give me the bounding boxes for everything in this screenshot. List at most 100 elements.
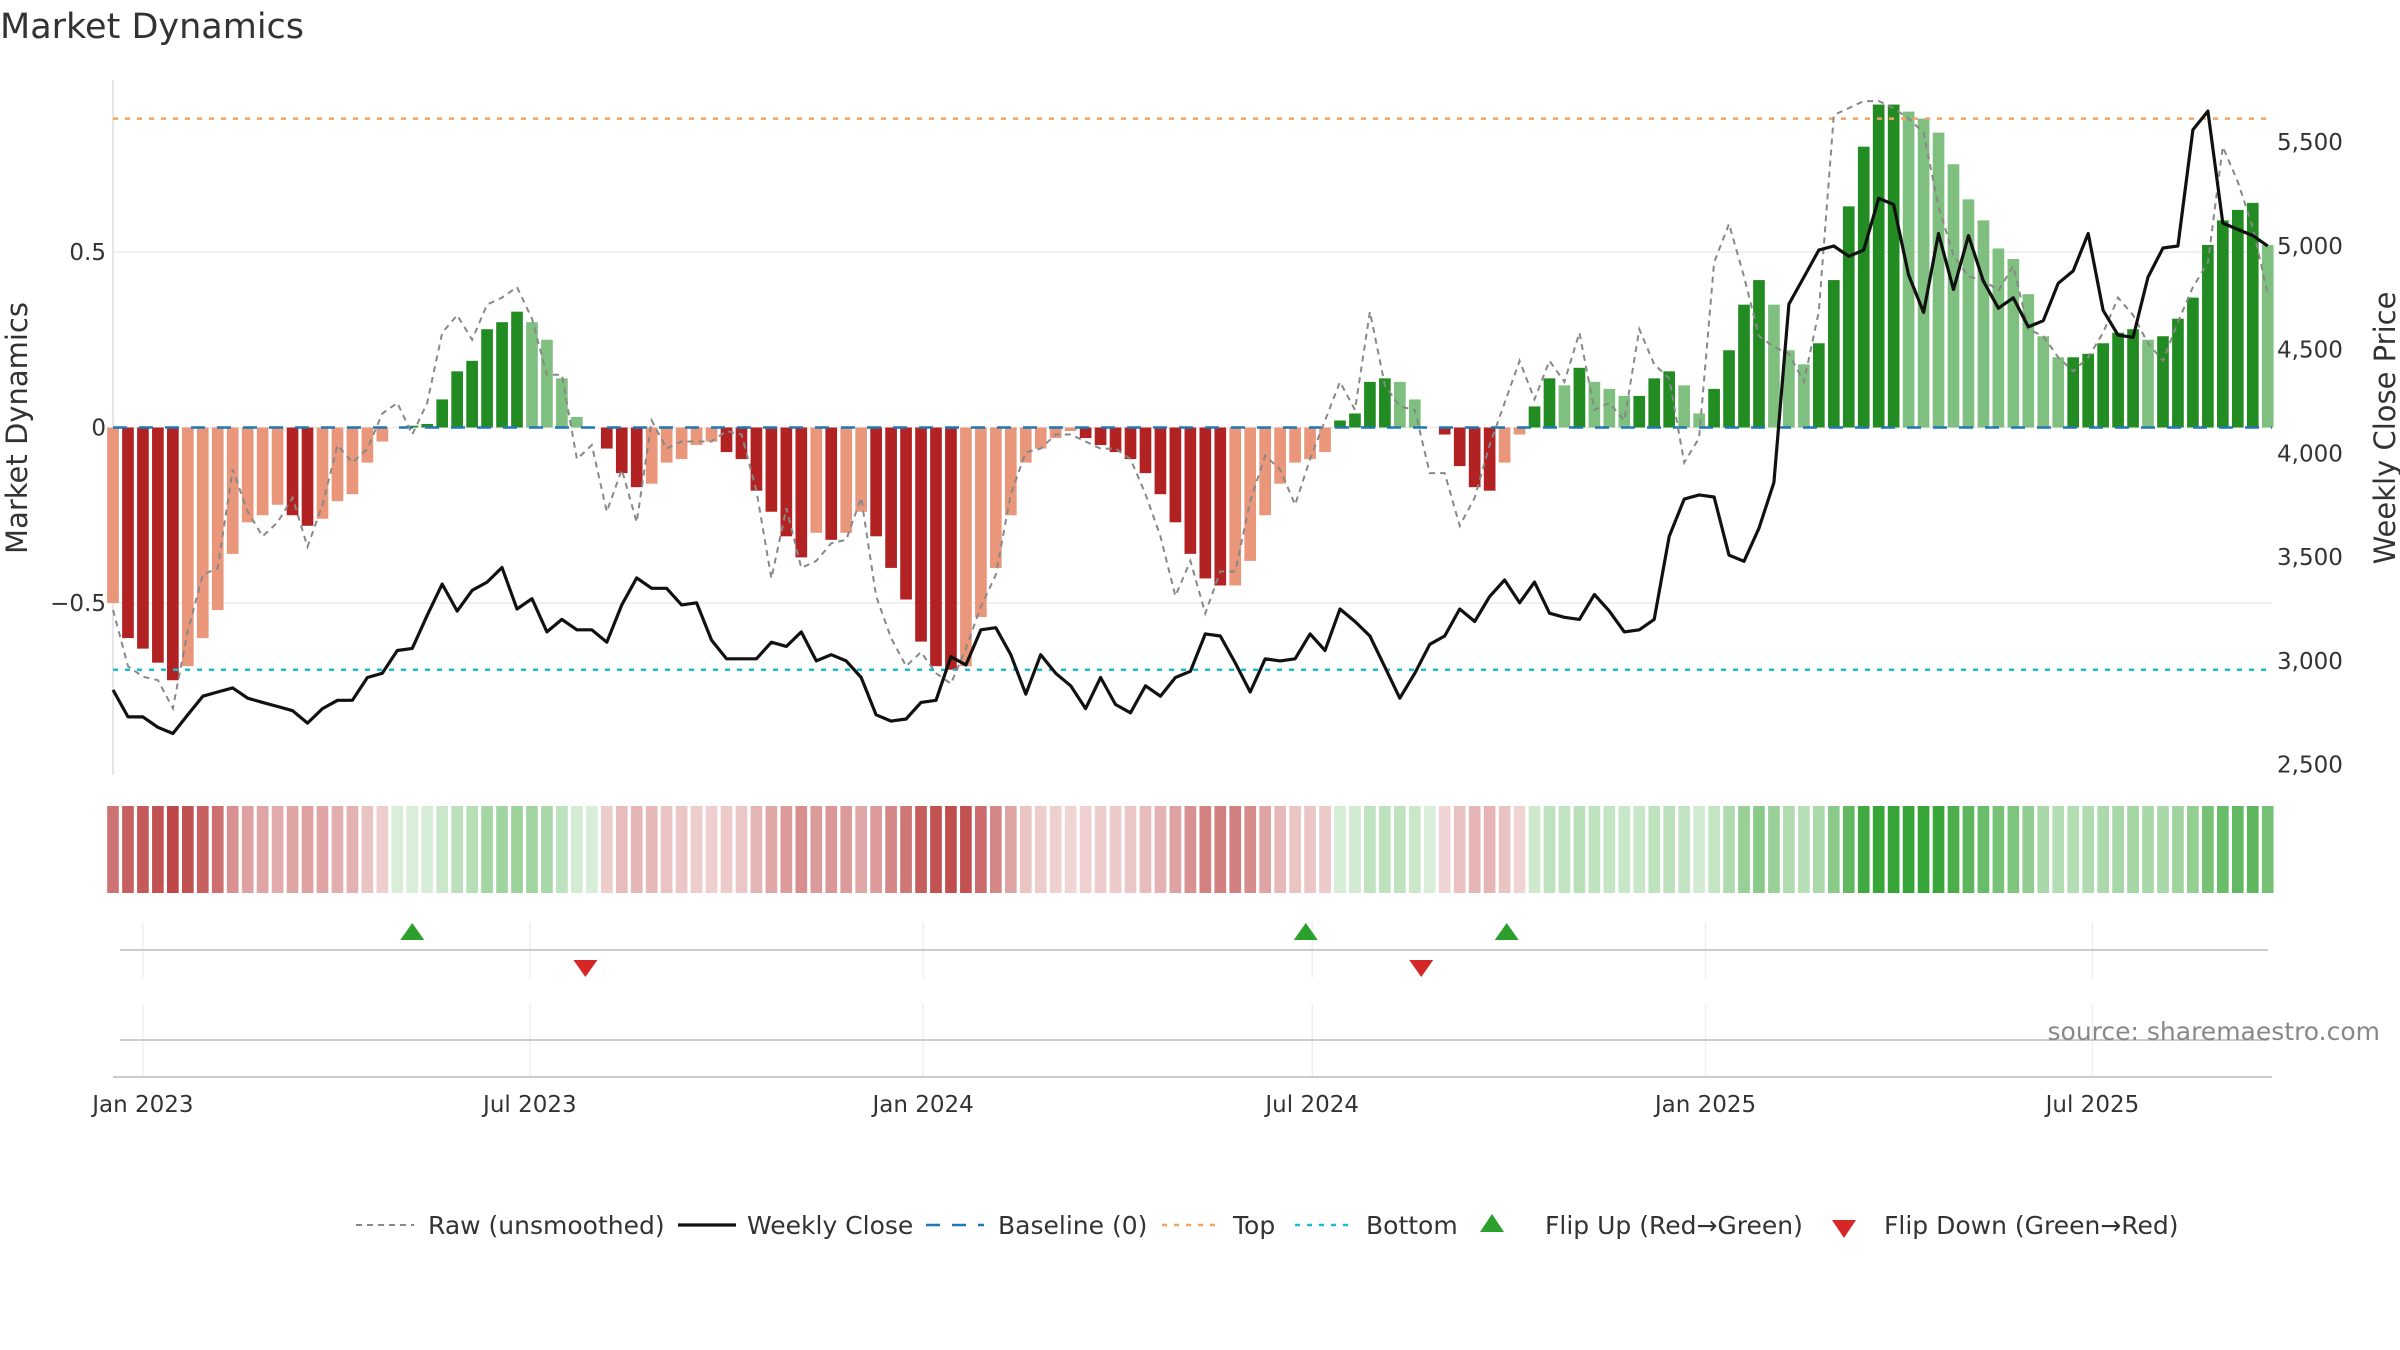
flip-down-marker-1 [1409, 960, 1434, 977]
dynamics-bar [2142, 339, 2154, 428]
dynamics-bar [1184, 427, 1197, 554]
heat-cell [1827, 806, 1840, 893]
heat-cell [945, 806, 957, 893]
heat-cell [2112, 806, 2124, 893]
heat-cell [810, 806, 823, 893]
heat-cell [2052, 806, 2065, 893]
dynamics-bar [1558, 385, 1571, 428]
dynamics-bar [241, 427, 254, 523]
dynamics-bar [885, 427, 897, 568]
heat-cell [2067, 806, 2080, 893]
heat-cell [1483, 806, 1496, 893]
heat-cell [1169, 806, 1182, 893]
dynamics-bar [571, 416, 583, 428]
dynamics-bar [840, 427, 853, 533]
heat-cell [975, 806, 987, 893]
heat-cell [1603, 806, 1616, 893]
dynamics-bar [211, 427, 224, 611]
left-axis-ticks: −0.5 0 0.5 [50, 240, 106, 617]
dynamics-bar [2037, 336, 2050, 428]
heat-cell [1887, 806, 1900, 893]
heat-cell [1064, 806, 1077, 893]
dynamics-bar [167, 427, 179, 681]
dynamics-bar [2187, 297, 2199, 428]
dynamics-bar [1034, 427, 1047, 449]
dynamics-bar [346, 427, 359, 495]
dynamics-bar [765, 427, 778, 512]
heat-cell [1423, 806, 1436, 893]
heat-cell [1663, 806, 1676, 893]
dynamics-bar [316, 427, 329, 519]
heat-cell [2127, 806, 2139, 893]
dynamics-bar [1678, 385, 1690, 428]
heat-cell [2097, 806, 2109, 893]
heat-cell [211, 806, 224, 893]
dynamics-bar [181, 427, 194, 667]
heat-cell [840, 806, 853, 893]
dynamics-bar [1633, 395, 1646, 428]
dynamics-bar [1977, 220, 1990, 428]
dynamics-bar [1109, 427, 1122, 453]
heat-cell [750, 806, 763, 893]
dynamics-bar [900, 427, 912, 600]
heat-cell [720, 806, 733, 893]
dynamics-bar [2261, 244, 2274, 428]
heat-cell [152, 806, 164, 893]
dynamics-bar [1394, 381, 1406, 428]
heat-cell [675, 806, 688, 893]
dynamics-bar [1947, 164, 1960, 428]
heat-cell [1573, 806, 1586, 893]
chart-title: Market Dynamics [0, 7, 304, 47]
right-tick-label-0: 2,500 [2277, 753, 2343, 779]
heat-cell [196, 806, 209, 893]
heat-cell [256, 806, 269, 893]
dynamics-bar [122, 427, 134, 639]
dynamics-bar [1154, 427, 1167, 495]
legend-flip-up-icon [1480, 1214, 1504, 1232]
dynamics-bar [2157, 336, 2169, 428]
right-tick-label-5: 5,000 [2277, 234, 2343, 260]
dynamics-bar [975, 427, 987, 618]
heat-cell [645, 806, 658, 893]
heat-cell [122, 806, 134, 893]
heat-cell [1094, 806, 1107, 893]
dynamics-bar [2052, 357, 2065, 428]
heat-cell [1902, 806, 1915, 893]
dynamics-bar [930, 427, 942, 667]
dynamics-bar [1528, 406, 1541, 428]
heat-cell [1528, 806, 1541, 893]
dynamics-bar [361, 427, 374, 463]
dynamics-bar [675, 427, 688, 460]
heat-cell [1304, 806, 1316, 893]
dynamics-bar [1768, 304, 1780, 428]
right-tick-label-4: 4,500 [2277, 338, 2343, 364]
heat-cell [361, 806, 374, 893]
dynamics-bar [481, 329, 493, 428]
flip-markers [400, 923, 1519, 977]
dynamics-bar [1214, 427, 1227, 586]
legend-baseline-label: Baseline (0) [998, 1211, 1147, 1240]
dynamics-bar [1917, 118, 1930, 428]
dynamics-bar [1618, 395, 1631, 428]
heat-cell [1917, 806, 1930, 893]
dynamics-bar [1453, 427, 1466, 467]
heat-cell [436, 806, 449, 893]
legend-raw-label: Raw (unsmoothed) [428, 1211, 665, 1240]
dynamics-bar [1872, 104, 1885, 428]
heat-cell [1453, 806, 1466, 893]
dynamics-bar [720, 427, 733, 453]
heat-cell [915, 806, 927, 893]
heat-cell [1842, 806, 1855, 893]
heat-cell [1498, 806, 1511, 893]
heat-cell [511, 806, 523, 893]
dynamics-bar [1004, 427, 1017, 516]
heat-cell [1109, 806, 1122, 893]
dynamics-bar [301, 427, 314, 526]
heat-cell [2082, 806, 2094, 893]
heat-cell [1753, 806, 1765, 893]
heat-cell [735, 806, 748, 893]
heat-cell [391, 806, 404, 893]
heat-cell [1723, 806, 1735, 893]
dynamics-bar [1753, 280, 1765, 428]
